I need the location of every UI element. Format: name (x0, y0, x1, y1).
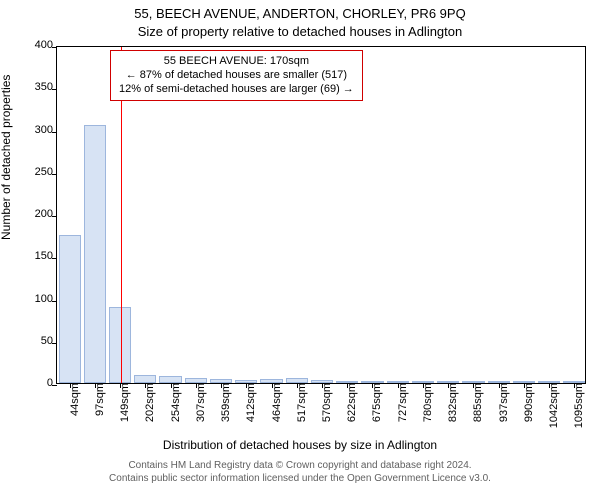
y-tick-label: 200 (35, 208, 57, 220)
y-tick-mark (52, 47, 57, 48)
x-tick-label: 570sqm (319, 383, 333, 422)
footer-line-1: Contains HM Land Registry data © Crown c… (0, 460, 600, 473)
x-tick-label: 97sqm (92, 383, 106, 416)
annotation-line-1: 55 BEECH AVENUE: 170sqm (119, 55, 354, 69)
y-tick-label: 300 (35, 124, 57, 136)
y-tick-mark (52, 343, 57, 344)
y-axis-label: Number of detached properties (0, 75, 13, 240)
x-tick-label: 885sqm (470, 383, 484, 422)
y-tick-mark (52, 132, 57, 133)
x-tick-label: 254sqm (168, 383, 182, 422)
annotation-line-3: 12% of semi-detached houses are larger (… (119, 83, 354, 97)
chart-title-sub: Size of property relative to detached ho… (0, 24, 600, 39)
y-tick-mark (52, 174, 57, 175)
footer-text: Contains HM Land Registry data © Crown c… (0, 460, 600, 485)
y-tick-label: 400 (35, 39, 57, 51)
y-tick-mark (52, 258, 57, 259)
x-tick-label: 990sqm (521, 383, 535, 422)
annotation-line-2: ← 87% of detached houses are smaller (51… (119, 69, 354, 83)
y-tick-label: 50 (41, 335, 57, 347)
y-tick-mark (52, 301, 57, 302)
y-tick-mark (52, 385, 57, 386)
histogram-bar (159, 376, 181, 383)
histogram-bar (84, 125, 106, 383)
x-tick-label: 675sqm (369, 383, 383, 422)
x-tick-label: 517sqm (294, 383, 308, 422)
x-tick-label: 149sqm (117, 383, 131, 422)
x-tick-label: 464sqm (269, 383, 283, 422)
annotation-box: 55 BEECH AVENUE: 170sqm ← 87% of detache… (110, 50, 363, 101)
x-tick-label: 622sqm (344, 383, 358, 422)
y-tick-mark (52, 89, 57, 90)
y-tick-label: 0 (47, 377, 57, 389)
x-tick-label: 937sqm (496, 383, 510, 422)
y-tick-mark (52, 216, 57, 217)
y-tick-label: 150 (35, 250, 57, 262)
footer-line-2: Contains public sector information licen… (0, 473, 600, 486)
x-tick-label: 832sqm (445, 383, 459, 422)
x-tick-label: 202sqm (142, 383, 156, 422)
x-tick-label: 780sqm (420, 383, 434, 422)
x-tick-label: 1095sqm (571, 383, 585, 428)
x-tick-label: 412sqm (243, 383, 257, 422)
chart-title-main: 55, BEECH AVENUE, ANDERTON, CHORLEY, PR6… (0, 6, 600, 21)
y-tick-label: 350 (35, 81, 57, 93)
x-tick-label: 359sqm (218, 383, 232, 422)
x-tick-label: 44sqm (67, 383, 81, 416)
x-tick-label: 727sqm (395, 383, 409, 422)
y-tick-label: 100 (35, 293, 57, 305)
x-tick-label: 1042sqm (546, 383, 560, 428)
x-axis-label: Distribution of detached houses by size … (0, 438, 600, 452)
chart-container: 55, BEECH AVENUE, ANDERTON, CHORLEY, PR6… (0, 0, 600, 500)
y-tick-label: 250 (35, 166, 57, 178)
x-tick-label: 307sqm (193, 383, 207, 422)
histogram-bar (59, 235, 81, 383)
histogram-bar (134, 375, 156, 383)
